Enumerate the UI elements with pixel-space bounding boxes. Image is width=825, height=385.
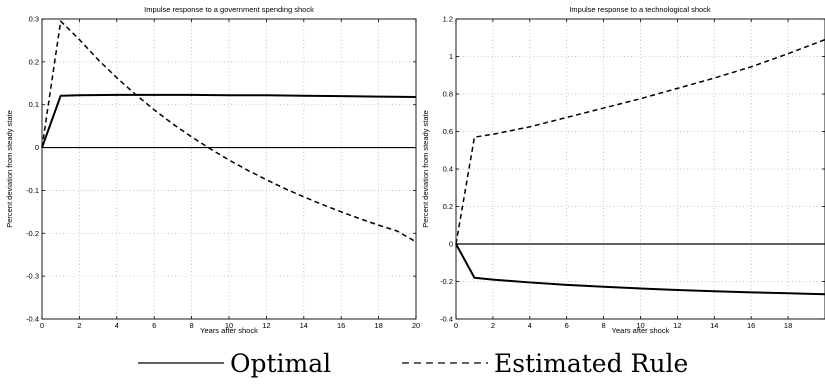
legend-label-estimated-rule: Estimated Rule	[494, 348, 689, 378]
y-tick-label: -0.4	[440, 315, 453, 324]
y-tick-label: 0.1	[29, 100, 39, 109]
legend-item-estimated-rule: Estimated Rule	[402, 345, 688, 381]
y-tick-label: -0.1	[26, 186, 39, 195]
y-axis-label: Percent deviation from steady state	[421, 110, 430, 228]
legend-dashed-line-icon	[402, 358, 488, 368]
y-tick-label: 0.3	[29, 15, 39, 24]
legend-solid-line-icon	[138, 358, 224, 368]
chart-title: Impulse response to a government spendin…	[144, 5, 314, 14]
series-line-estimated-rule	[41, 20, 417, 243]
plot-frame	[41, 18, 417, 320]
legend-item-optimal: Optimal	[138, 345, 331, 381]
x-tick-label: 6	[152, 321, 156, 330]
y-tick-label: -0.2	[440, 277, 453, 286]
series-line-estimated-rule	[455, 38, 825, 245]
y-tick-label: -0.4	[26, 315, 39, 324]
x-tick-label: 20	[412, 321, 420, 330]
y-tick-label: 1.2	[443, 15, 453, 24]
y-tick-label: 0.2	[29, 57, 39, 66]
y-tick-label: 0.6	[443, 127, 453, 136]
y-tick-label: 0	[35, 143, 39, 152]
x-tick-label: 18	[374, 321, 382, 330]
x-tick-label: 16	[747, 321, 755, 330]
x-tick-label: 12	[262, 321, 270, 330]
chart-panel-2: 0 2 4 6 8 10 12 14 16 18 -0.4 -0.2 0 0.2 0.4 0.6 0.8 1 1.2…	[421, 5, 825, 335]
series-line-optimal	[41, 93, 417, 148]
y-tick-label: 0.8	[443, 90, 453, 99]
x-tick-label: 12	[673, 321, 681, 330]
x-tick-label: 2	[491, 321, 495, 330]
x-tick-label: 18	[784, 321, 792, 330]
y-tick-label: 1	[449, 52, 453, 61]
x-tick-label: 14	[710, 321, 718, 330]
x-tick-label: 10	[636, 321, 644, 330]
y-tick-label: 0.2	[443, 202, 453, 211]
figure: 0 2 4 6 8 10 12 14 16 18 20-0.4-0.3-0.2-0.100.10.2…	[5, 5, 825, 335]
x-tick-label: 16	[337, 321, 345, 330]
y-tick-label: -0.3	[26, 272, 39, 281]
x-axis-label: Years after shock	[200, 326, 258, 335]
y-tick-label: 0.4	[443, 165, 453, 174]
chart-panel-1: 0 2 4 6 8 10 12 14 16 18 20 -0.4 -0.3 -0.2 -0.1 0 0.1 0.2…	[5, 5, 420, 335]
x-tick-label: 4	[528, 321, 532, 330]
plot-frame	[455, 18, 825, 320]
x-tick-label: 10	[225, 321, 233, 330]
x-tick-label: 4	[115, 321, 119, 330]
x-tick-label: 8	[190, 321, 194, 330]
chart-title: Impulse response to a technological shoc…	[569, 5, 711, 14]
y-axis-label: Percent deviation from steady state	[5, 110, 14, 228]
legend: Optimal Estimated Rule	[0, 345, 825, 381]
x-tick-label: 6	[565, 321, 569, 330]
x-tick-label: 0	[454, 321, 458, 330]
x-tick-label: 8	[602, 321, 606, 330]
x-tick-label: 14	[300, 321, 308, 330]
legend-label-optimal: Optimal	[230, 348, 332, 378]
x-axis-label: Years after shock	[612, 326, 670, 335]
x-tick-label: 0	[40, 321, 44, 330]
series-line-optimal	[455, 243, 825, 296]
x-tick-label: 2	[77, 321, 81, 330]
y-tick-label: 0	[449, 240, 453, 249]
y-tick-label: -0.2	[26, 229, 39, 238]
